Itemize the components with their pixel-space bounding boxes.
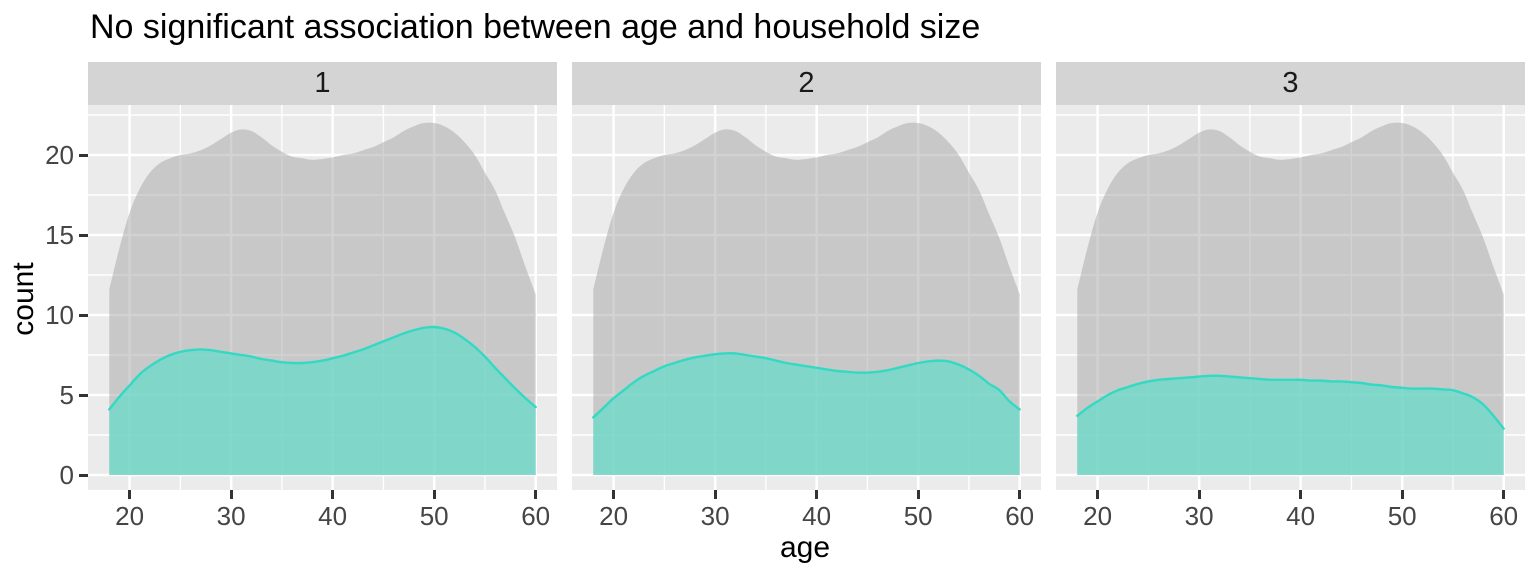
subset-density-area [109, 326, 536, 475]
x-tick-label: 50 [419, 501, 449, 531]
facet-strip-label: 2 [798, 67, 815, 99]
x-tick-mark [815, 490, 819, 499]
y-tick-mark [79, 473, 88, 477]
x-tick-mark [128, 490, 132, 499]
facet-strip-label: 3 [1282, 67, 1299, 99]
chart-title: No significant association between age a… [90, 8, 981, 46]
x-tick-label: 40 [802, 501, 832, 531]
x-tick-mark [713, 490, 717, 499]
x-tick-mark [331, 490, 335, 499]
x-tick-mark [432, 490, 436, 499]
facet-panel-plot-area [88, 105, 557, 490]
y-tick-label: 15 [45, 220, 74, 250]
x-tick-mark [916, 490, 920, 499]
x-tick-label: 50 [1387, 501, 1417, 531]
x-tick-label: 40 [1286, 501, 1316, 531]
x-tick-mark [534, 490, 538, 499]
x-tick-label: 20 [1083, 501, 1113, 531]
x-tick-label: 60 [521, 501, 551, 531]
facet-strip: 1 [88, 62, 557, 105]
subset-density-line [108, 325, 537, 411]
x-tick-label: 30 [1184, 501, 1214, 531]
x-tick-label: 30 [216, 501, 246, 531]
facet-strip: 2 [572, 62, 1041, 105]
y-tick-label: 20 [45, 140, 74, 170]
facet-panel-plot-area [1056, 105, 1525, 490]
x-tick-label: 50 [903, 501, 933, 531]
x-tick-label: 20 [115, 501, 145, 531]
subset-density-area [1077, 375, 1504, 475]
y-tick-label: 5 [59, 380, 74, 410]
facet-strip-label: 1 [314, 67, 331, 99]
y-tick-mark [79, 153, 88, 157]
x-tick-label: 60 [1005, 501, 1035, 531]
x-tick-mark [1197, 490, 1201, 499]
x-tick-label: 30 [700, 501, 730, 531]
x-tick-mark [612, 490, 616, 499]
y-axis-title: count [7, 262, 40, 336]
subset-density-line [1076, 374, 1505, 430]
x-tick-label: 60 [1489, 501, 1519, 531]
y-tick-label: 10 [45, 300, 74, 330]
x-tick-mark [1299, 490, 1303, 499]
x-tick-label: 40 [318, 501, 348, 531]
facet-panel-plot-area [572, 105, 1041, 490]
y-tick-mark [79, 313, 88, 317]
x-axis-title: age [779, 531, 831, 564]
x-tick-mark [229, 490, 233, 499]
y-tick-mark [79, 393, 88, 397]
facet-strip: 3 [1056, 62, 1525, 105]
y-tick-mark [79, 233, 88, 237]
subset-density-area [593, 353, 1020, 475]
x-tick-label: 20 [599, 501, 629, 531]
x-tick-mark [1400, 490, 1404, 499]
y-tick-label: 0 [59, 460, 74, 490]
x-tick-mark [1096, 490, 1100, 499]
subset-density-line [592, 352, 1021, 419]
x-tick-mark [1018, 490, 1022, 499]
x-tick-mark [1502, 490, 1506, 499]
